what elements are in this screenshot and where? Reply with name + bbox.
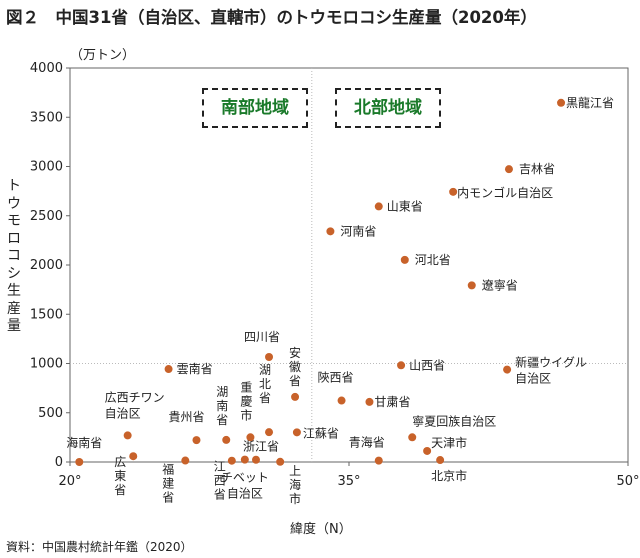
data-point — [164, 365, 173, 374]
point-label: 陝西省 — [318, 370, 354, 385]
point-label: 甘粛省 — [374, 395, 410, 409]
data-point — [240, 455, 249, 464]
point-label: 広西チワン自治区 — [105, 390, 165, 420]
data-point — [291, 392, 300, 401]
point-label: 福建省 — [162, 462, 174, 505]
y-axis-label-char: ロ — [7, 230, 21, 247]
y-axis-label-char: ウ — [7, 195, 21, 212]
y-axis-label-char: シ — [7, 265, 21, 282]
point-label: 青海省 — [349, 435, 385, 450]
data-point — [129, 452, 138, 461]
point-label: 山東省 — [387, 199, 423, 213]
y-tick-label: 2000 — [30, 258, 63, 273]
point-label: 河北省 — [415, 253, 451, 267]
point-label: 雲南省 — [177, 361, 213, 376]
data-point — [227, 456, 236, 465]
point-label: 北京市 — [431, 468, 467, 483]
point-label: 遼寧省 — [482, 277, 518, 292]
x-tick-label: 20° — [58, 474, 81, 489]
y-tick-label: 2500 — [30, 209, 63, 224]
point-label: 寧夏回族自治区 — [412, 413, 496, 428]
point-label: 広東省 — [114, 455, 126, 497]
data-point — [408, 433, 417, 442]
data-point — [436, 456, 445, 465]
data-point — [326, 227, 335, 236]
data-point — [397, 361, 406, 370]
data-point — [276, 457, 285, 466]
point-label: 貴州省 — [168, 410, 204, 424]
data-point — [374, 202, 383, 211]
chart-title: 図２ 中国31省（自治区、直轄市）のトウモロコシ生産量（2020年） — [6, 8, 537, 27]
point-label: 湖南省 — [216, 384, 228, 427]
point-label: 天津市 — [431, 435, 467, 450]
data-point — [265, 428, 274, 437]
point-label: 浙江省 — [243, 440, 279, 454]
y-tick-label: 3500 — [30, 110, 63, 125]
data-point — [246, 433, 255, 442]
y-tick-label: 1000 — [30, 357, 63, 372]
y-tick-label: 3000 — [30, 160, 63, 175]
point-label: 河南省 — [340, 223, 376, 238]
data-point — [374, 456, 383, 465]
point-label: 内モンゴル自治区 — [457, 185, 553, 200]
data-point — [265, 352, 274, 361]
data-point — [292, 428, 301, 437]
point-label: 吉林省 — [519, 162, 555, 176]
y-axis-label-char: 生 — [7, 283, 21, 299]
source-note: 資料：中国農村統計年鑑（2020） — [6, 540, 193, 554]
point-label: 江西省 — [214, 460, 226, 502]
data-point — [222, 435, 231, 444]
data-point — [449, 187, 458, 196]
point-label: 黒龍江省 — [566, 95, 614, 110]
data-point — [557, 98, 566, 107]
y-axis-label-char: ト — [7, 178, 21, 194]
y-unit-label: （万トン） — [70, 48, 136, 63]
data-point — [400, 255, 409, 264]
data-point — [503, 365, 512, 374]
point-label: 海南省 — [66, 435, 102, 450]
x-tick-label: 50° — [616, 474, 639, 489]
y-axis-label: ト ウ モ ロ コ シ 生 産 量 — [6, 178, 22, 336]
north-region-label: 北部地域 — [335, 88, 441, 128]
y-tick-label: 500 — [38, 406, 63, 421]
y-axis-label-char: モ — [7, 213, 21, 229]
data-point — [504, 165, 513, 174]
data-point — [423, 446, 432, 455]
data-point — [365, 397, 374, 406]
data-point — [123, 431, 132, 440]
point-label: 江蘇省 — [303, 426, 339, 440]
point-label: 四川省 — [244, 330, 280, 344]
y-axis-label-char: 量 — [7, 318, 21, 334]
y-tick-label: 1500 — [30, 307, 63, 322]
data-point — [181, 456, 190, 465]
point-label: 山西省 — [409, 358, 445, 372]
point-label: 上海市 — [289, 464, 301, 506]
data-point — [75, 458, 84, 466]
x-tick-label: 35° — [337, 474, 360, 489]
point-label: 重慶市 — [240, 380, 252, 422]
point-label: 湖北省 — [259, 362, 271, 405]
point-label: 新疆ウイグル自治区 — [515, 355, 587, 386]
x-axis-label: 緯度（N） — [290, 522, 352, 537]
data-point — [252, 455, 260, 464]
data-point — [337, 396, 346, 405]
south-region-label: 南部地域 — [202, 88, 308, 128]
y-tick-label: 4000 — [30, 61, 63, 76]
data-point — [467, 281, 476, 290]
y-tick-label: 0 — [55, 455, 63, 470]
point-label: 安徽省 — [289, 345, 301, 388]
y-axis-label-char: 産 — [7, 300, 21, 317]
y-axis-label-char: コ — [7, 248, 21, 264]
point-label: チベット自治区 — [221, 471, 269, 501]
data-point — [192, 436, 201, 445]
